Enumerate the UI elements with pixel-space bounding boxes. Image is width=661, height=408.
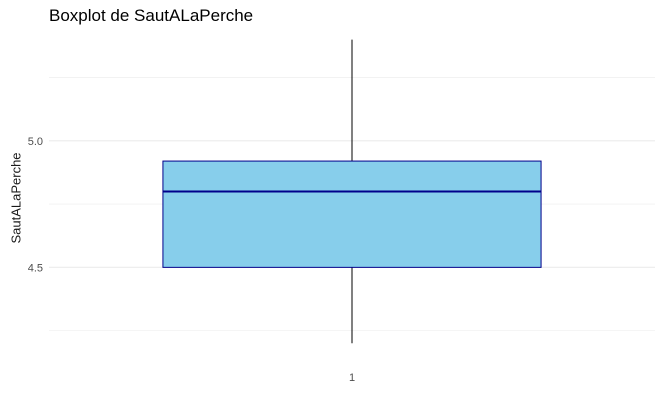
x-tick-label: 1 [349, 372, 355, 384]
chart-title: Boxplot de SautALaPerche [49, 6, 254, 25]
iqr-box [162, 160, 542, 268]
y-tick-label: 4.5 [28, 262, 43, 274]
y-tick-label: 5.0 [28, 136, 43, 148]
